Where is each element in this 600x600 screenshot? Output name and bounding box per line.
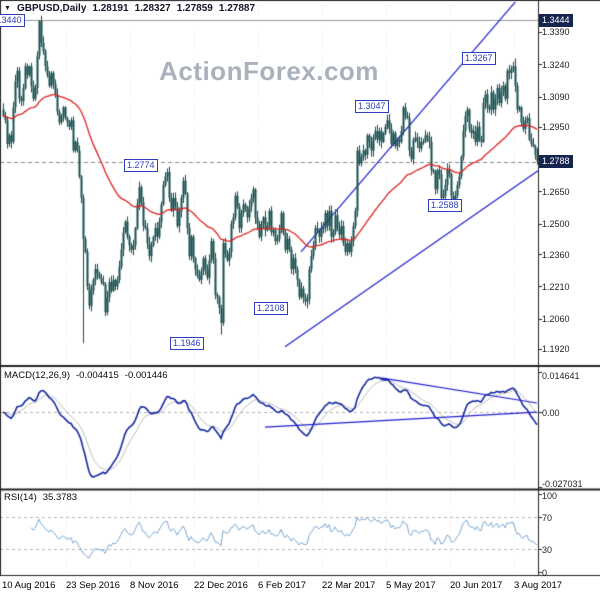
price-level-label[interactable]: 1.1946	[170, 337, 204, 351]
macd-signal-value: -0.001446	[124, 370, 168, 381]
rsi-value: 35.3783	[42, 492, 78, 503]
symbol-title: GBPUSD,Daily	[16, 3, 87, 14]
rsi-label: RSI(14)	[4, 492, 37, 503]
rsi-header: RSI(14) 35.3783	[4, 492, 77, 503]
price-level-label[interactable]: 1.3440	[0, 14, 25, 28]
price-level-label[interactable]: 1.3047	[355, 99, 389, 113]
price-level-label[interactable]: 1.2588	[428, 198, 462, 212]
macd-header: MACD(12,26,9) -0.004415 -0.001446	[4, 370, 168, 381]
quote-low: 1.27859	[176, 3, 213, 14]
price-level-label[interactable]: 1.3267	[462, 52, 496, 66]
macd-label: MACD(12,26,9)	[4, 370, 70, 381]
quote-close: 1.27887	[218, 3, 256, 14]
price-level-label[interactable]: 1.2774	[124, 158, 158, 172]
chart-header: ▼ GBPUSD,Daily 1.28191 1.28327 1.27859 1…	[4, 3, 255, 14]
symbol-marker-icon: ▼	[4, 4, 11, 12]
price-level-label[interactable]: 1.2108	[254, 302, 288, 316]
macd-value: -0.004415	[76, 370, 119, 381]
quote-high: 1.28327	[134, 3, 171, 14]
quote-open: 1.28191	[92, 3, 129, 14]
